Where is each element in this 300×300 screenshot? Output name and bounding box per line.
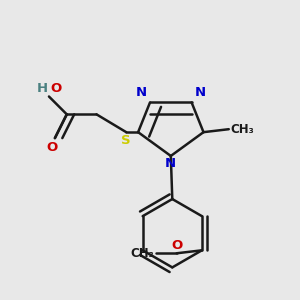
- Text: O: O: [171, 239, 182, 252]
- Text: H: H: [36, 82, 47, 95]
- Text: N: N: [136, 86, 147, 100]
- Text: N: N: [195, 86, 206, 100]
- Text: CH₃: CH₃: [130, 247, 154, 260]
- Text: O: O: [46, 141, 58, 154]
- Text: O: O: [50, 82, 62, 95]
- Text: CH₃: CH₃: [230, 123, 254, 136]
- Text: N: N: [165, 158, 176, 170]
- Text: S: S: [122, 134, 131, 147]
